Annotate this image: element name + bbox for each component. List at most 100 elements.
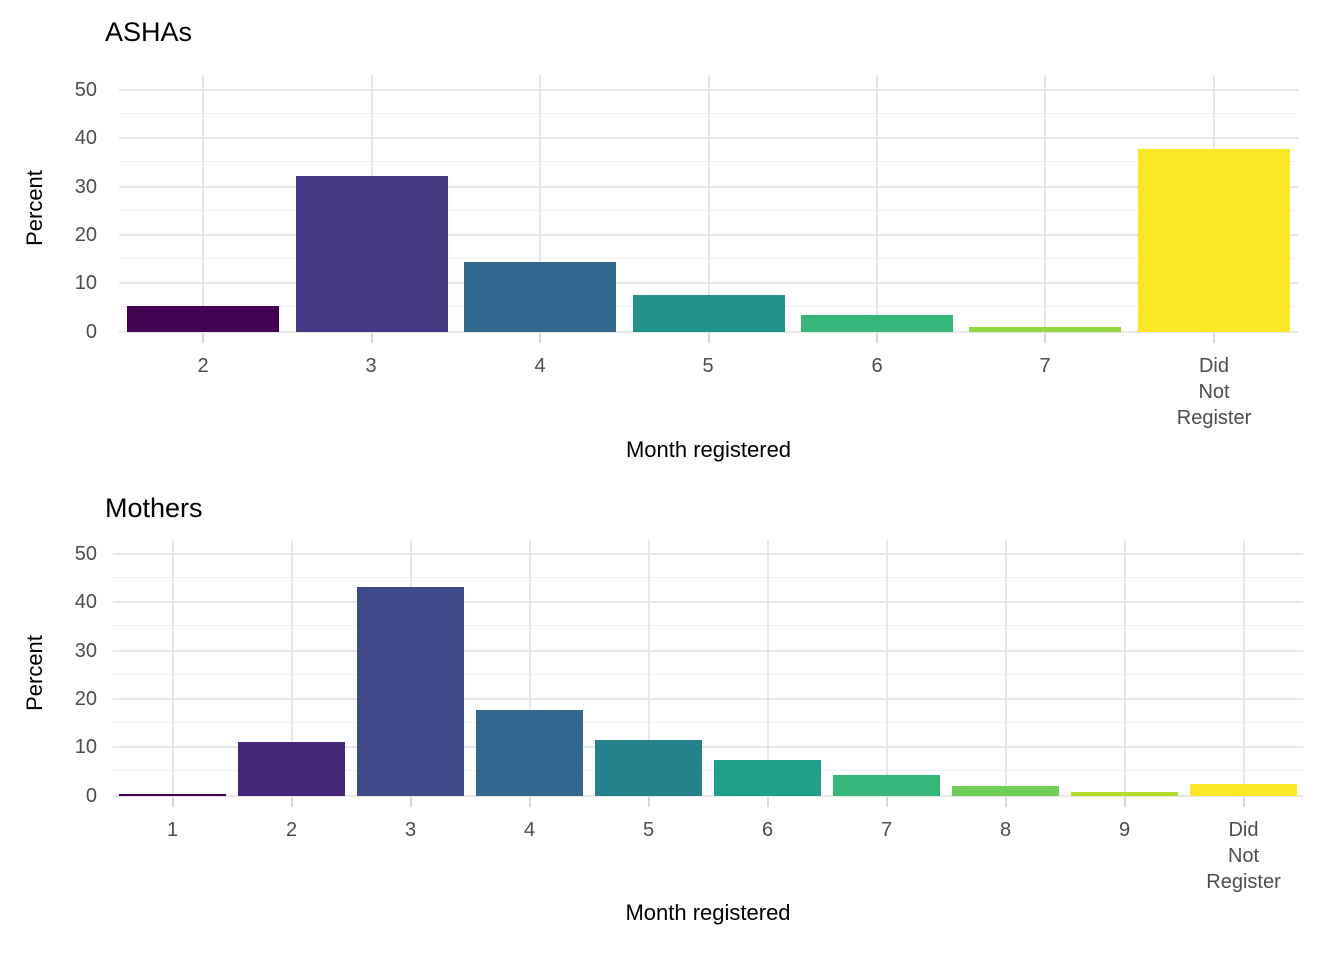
x-axis-tick <box>291 797 293 807</box>
y-tick-label: 30 <box>74 639 97 662</box>
x-tick-label: 9 <box>1118 819 1131 841</box>
x-axis-tick <box>371 333 373 343</box>
x-axis-tick <box>539 333 541 343</box>
x-axis-tick <box>410 797 412 807</box>
gridline-major <box>113 697 1303 700</box>
y-axis-tick-labels: 0 10 20 30 40 50 <box>0 540 97 807</box>
bar <box>476 709 583 796</box>
x-axis-tick-labels: 1 2 3 4 5 6 7 8 9 Did Not Register <box>113 817 1303 897</box>
x-axis-tick <box>529 797 531 807</box>
gridline-vertical <box>202 75 204 341</box>
chart-title-ashas: ASHAs <box>105 17 193 47</box>
x-tick-label: 1 <box>166 819 179 841</box>
y-tick-label: 10 <box>74 736 97 759</box>
x-axis-tick <box>708 333 710 343</box>
x-tick-label: 4 <box>523 819 536 841</box>
gridline-major <box>113 746 1303 749</box>
x-axis-title: Month registered <box>625 900 791 925</box>
bar <box>969 327 1121 332</box>
gridline-vertical <box>1243 540 1245 805</box>
gridline-minor <box>113 625 1303 627</box>
gridline-vertical <box>1044 75 1046 341</box>
x-tick-label: 8 <box>999 819 1012 841</box>
y-tick-label: 40 <box>74 127 97 150</box>
y-axis-tick-labels: 0 10 20 30 40 50 <box>0 75 97 343</box>
y-tick-label: 0 <box>85 784 97 807</box>
gridline-vertical <box>708 75 710 341</box>
gridline-vertical <box>529 540 531 805</box>
gridline-major <box>113 794 1303 797</box>
gridline-minor <box>113 770 1303 772</box>
bar <box>296 175 448 332</box>
gridline-vertical <box>1124 540 1126 805</box>
gridline-vertical <box>876 75 878 341</box>
gridline-vertical <box>291 540 293 805</box>
gridline-vertical <box>886 540 888 805</box>
bar <box>633 295 785 332</box>
x-axis-tick <box>1005 797 1007 807</box>
x-axis-tick <box>172 797 174 807</box>
y-tick-label: 50 <box>74 79 97 101</box>
x-tick-label: 3 <box>365 355 377 377</box>
x-tick-label: 6 <box>761 819 774 841</box>
x-axis-tick <box>876 333 878 343</box>
y-tick-label: 10 <box>74 272 97 295</box>
x-axis-tick <box>1124 797 1126 807</box>
mothers-chart: Mothers Percent 0 10 20 30 40 50 1 2 3 4 5 6 7 8 9 Did… <box>0 480 1344 960</box>
gridline-vertical <box>172 540 174 805</box>
x-axis-tick <box>202 333 204 343</box>
chart-title-mothers: Mothers <box>105 493 203 523</box>
bar <box>833 774 940 796</box>
x-axis-tick <box>648 797 650 807</box>
y-tick-label: 50 <box>74 543 97 565</box>
gridline-vertical <box>539 75 541 341</box>
bar <box>801 315 953 332</box>
x-axis-tick <box>1044 333 1046 343</box>
x-tick-label: 4 <box>534 355 546 377</box>
gridline-minor <box>113 577 1303 579</box>
x-axis-tick <box>1213 333 1215 343</box>
x-tick-label: 2 <box>197 355 209 377</box>
x-axis-title: Month registered <box>625 437 792 462</box>
gridline-major <box>113 553 1303 555</box>
bar <box>238 742 345 796</box>
x-tick-label: 3 <box>404 819 417 841</box>
bar <box>1138 149 1290 332</box>
x-axis-tick <box>886 797 888 807</box>
x-axis-tick <box>1243 797 1245 807</box>
x-tick-label: 2 <box>285 819 298 841</box>
gridline-major <box>113 649 1303 652</box>
x-tick-label: 7 <box>880 819 893 841</box>
x-tick-label: Did Not Register <box>1176 355 1252 429</box>
bar <box>357 587 464 796</box>
y-tick-label: 20 <box>74 687 97 710</box>
x-tick-label: 7 <box>1039 355 1051 377</box>
x-tick-label: 5 <box>642 819 655 841</box>
bar <box>952 785 1059 796</box>
gridline-vertical <box>767 540 769 805</box>
bar <box>1190 784 1297 796</box>
x-tick-label: 6 <box>871 355 883 377</box>
ashas-chart: ASHAs Percent 0 10 20 30 40 50 2 3 4 5 6 7 Did Not … <box>0 17 1298 462</box>
bar <box>714 760 821 796</box>
x-tick-label: 5 <box>702 355 714 377</box>
plot-panel <box>113 540 1303 807</box>
plot-panel <box>119 75 1298 343</box>
y-tick-label: 30 <box>74 175 97 198</box>
bar <box>464 261 616 332</box>
bar <box>127 306 279 332</box>
gridline-vertical <box>1005 540 1007 805</box>
gridline-vertical <box>648 540 650 805</box>
y-tick-label: 40 <box>74 591 97 614</box>
bar <box>595 740 702 796</box>
y-tick-label: 0 <box>85 320 97 343</box>
y-tick-label: 20 <box>74 223 97 246</box>
gridline-minor <box>113 673 1303 675</box>
bar <box>119 793 226 796</box>
gridline-major <box>113 601 1303 604</box>
gridline-minor <box>113 722 1303 724</box>
x-axis-tick-labels: 2 3 4 5 6 7 Did Not Register <box>119 353 1298 433</box>
bar <box>1071 792 1178 796</box>
x-tick-label: Did Not Register <box>1206 819 1281 893</box>
x-axis-tick <box>767 797 769 807</box>
